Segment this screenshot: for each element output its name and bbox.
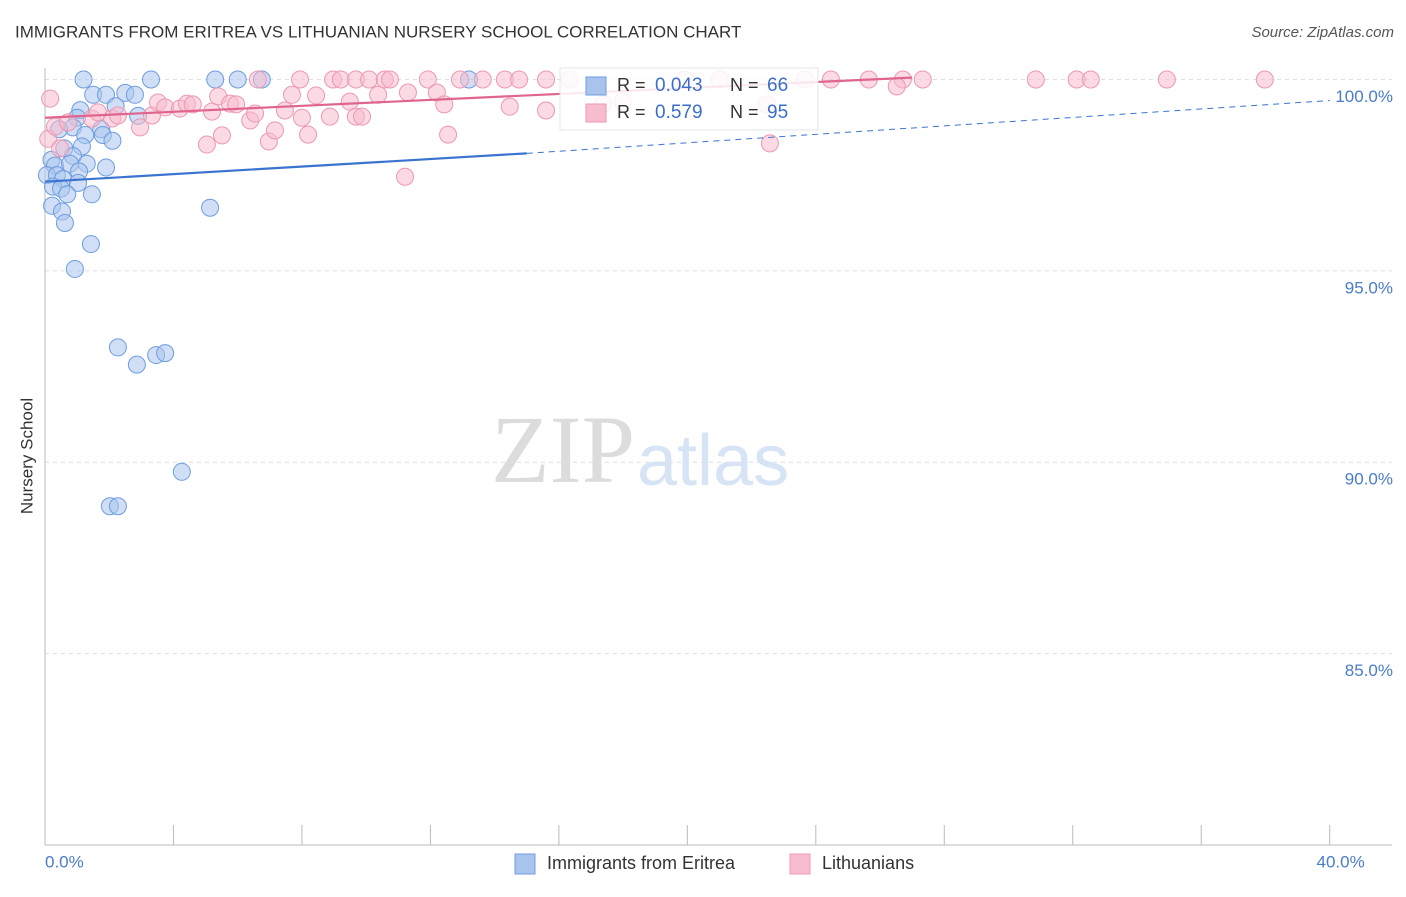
point xyxy=(108,497,127,516)
point xyxy=(418,70,437,89)
legend-n-label: N = xyxy=(730,102,759,122)
point xyxy=(1081,70,1100,89)
point xyxy=(396,167,415,186)
legend-r-value: 0.579 xyxy=(655,102,703,123)
point xyxy=(473,70,492,89)
point xyxy=(81,235,100,254)
point xyxy=(821,70,840,89)
point xyxy=(248,70,267,89)
legend-swatch xyxy=(585,103,607,123)
point xyxy=(127,355,146,374)
point xyxy=(97,85,116,104)
legend-n-label: N = xyxy=(730,75,759,95)
point xyxy=(156,344,175,363)
point xyxy=(201,198,220,217)
point xyxy=(74,70,93,89)
legend-swatch xyxy=(514,853,536,875)
point xyxy=(51,139,70,158)
point xyxy=(299,125,318,144)
point xyxy=(1255,70,1274,89)
point xyxy=(197,135,216,154)
point xyxy=(537,70,556,89)
point xyxy=(58,185,77,204)
point xyxy=(307,86,326,105)
legend-n-value: 66 xyxy=(767,75,788,96)
point xyxy=(282,85,301,104)
x-tick-label: 40.0% xyxy=(1316,852,1364,871)
point xyxy=(292,108,311,127)
watermark: atlas xyxy=(637,421,789,501)
point xyxy=(439,125,458,144)
point xyxy=(212,126,231,145)
legend-r-value: 0.043 xyxy=(655,75,703,96)
legend-label: Lithuanians xyxy=(822,853,914,873)
source: Source: ZipAtlas.com xyxy=(1251,24,1394,41)
y-tick-label: 90.0% xyxy=(1345,470,1393,489)
point xyxy=(380,70,399,89)
legend-r-label: R = xyxy=(617,75,646,95)
point xyxy=(59,113,78,132)
point xyxy=(537,101,556,120)
point xyxy=(913,70,932,89)
point xyxy=(500,97,519,116)
point xyxy=(183,95,202,114)
point xyxy=(510,70,529,89)
point xyxy=(331,70,350,89)
trend-line xyxy=(44,152,527,183)
legend-n-value: 95 xyxy=(767,102,788,123)
point xyxy=(172,462,191,481)
point xyxy=(275,101,294,120)
point xyxy=(352,107,371,126)
point xyxy=(265,121,284,140)
point xyxy=(103,131,122,150)
point xyxy=(141,70,160,89)
point xyxy=(228,70,247,89)
point xyxy=(131,118,150,137)
point xyxy=(41,89,60,108)
point xyxy=(450,70,469,89)
x-tick-label: 0.0% xyxy=(45,852,84,871)
legend-swatch xyxy=(585,76,607,96)
point xyxy=(206,70,225,89)
trend-line xyxy=(526,100,1330,154)
point xyxy=(65,259,84,278)
y-axis-label: Nursery School xyxy=(17,398,36,514)
point xyxy=(1157,70,1176,89)
point xyxy=(125,85,144,104)
point xyxy=(320,107,339,126)
point xyxy=(97,158,116,177)
point xyxy=(82,185,101,204)
point xyxy=(887,77,906,96)
legend-label: Immigrants from Eritrea xyxy=(547,853,736,873)
y-tick-label: 85.0% xyxy=(1345,661,1393,680)
point xyxy=(369,85,388,104)
point xyxy=(760,134,779,153)
point xyxy=(291,70,310,89)
point xyxy=(360,70,379,89)
watermark: ZIP xyxy=(491,396,635,503)
y-tick-label: 95.0% xyxy=(1345,278,1393,297)
point xyxy=(398,83,417,102)
chart-title: IMMIGRANTS FROM ERITREA VS LITHUANIAN NU… xyxy=(15,22,741,41)
point xyxy=(55,214,74,233)
point xyxy=(108,338,127,357)
point xyxy=(227,95,246,114)
legend-swatch xyxy=(789,853,811,875)
point xyxy=(1026,70,1045,89)
point xyxy=(203,102,222,121)
y-tick-label: 100.0% xyxy=(1335,87,1393,106)
legend-r-label: R = xyxy=(617,102,646,122)
